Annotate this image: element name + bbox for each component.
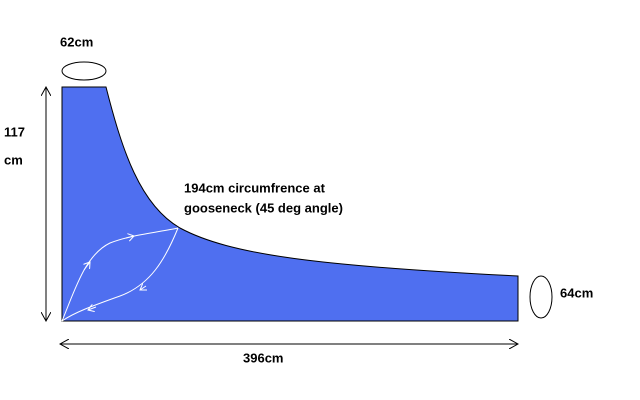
flow-line [61, 227, 179, 322]
end-ellipse [529, 275, 553, 319]
top-ellipse [61, 61, 107, 81]
flow-line [61, 227, 179, 322]
flow-arrow [84, 262, 90, 271]
length-label: 396cm [243, 350, 283, 365]
gooseneck-label: gooseneck (45 deg angle) [184, 200, 343, 215]
gooseneck-shape [61, 86, 519, 322]
gooseneck-label: 194cm circumfrence at [184, 180, 326, 195]
end-label: 64cm [560, 285, 593, 300]
flow-arrow [140, 286, 146, 290]
flow-arrow [88, 307, 97, 310]
height-label: 117 [4, 124, 25, 139]
top-label: 62cm [60, 34, 93, 49]
height-unit: cm [4, 152, 23, 167]
flow-arrow [125, 236, 134, 238]
